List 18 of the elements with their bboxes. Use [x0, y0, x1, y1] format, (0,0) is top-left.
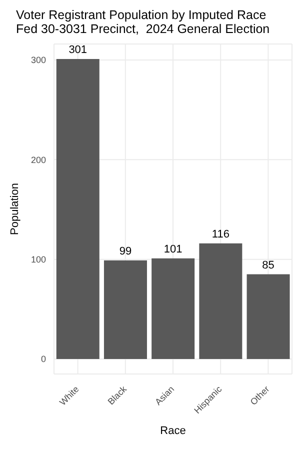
y-tick-label: 0 [40, 354, 46, 364]
bar [56, 58, 100, 360]
y-tick-label: 300 [30, 55, 46, 66]
y-tick-label: 200 [30, 154, 46, 165]
x-axis-title: Race [160, 425, 186, 437]
data-label: 101 [164, 243, 182, 256]
chart-title: Voter Registrant Population by Imputed Race [16, 8, 268, 22]
data-label: 116 [212, 228, 230, 240]
data-label: 99 [119, 245, 132, 258]
data-label: 85 [262, 259, 274, 272]
bar [199, 243, 242, 360]
y-axis-title: Population [8, 183, 21, 235]
y-tick-label: 100 [30, 254, 46, 265]
bar [246, 274, 290, 360]
data-label: 301 [68, 44, 88, 56]
bar [152, 258, 195, 360]
bar [104, 260, 147, 360]
chart-subtitle: Fed 30-3031 Precinct, 2024 General Election [16, 22, 271, 36]
